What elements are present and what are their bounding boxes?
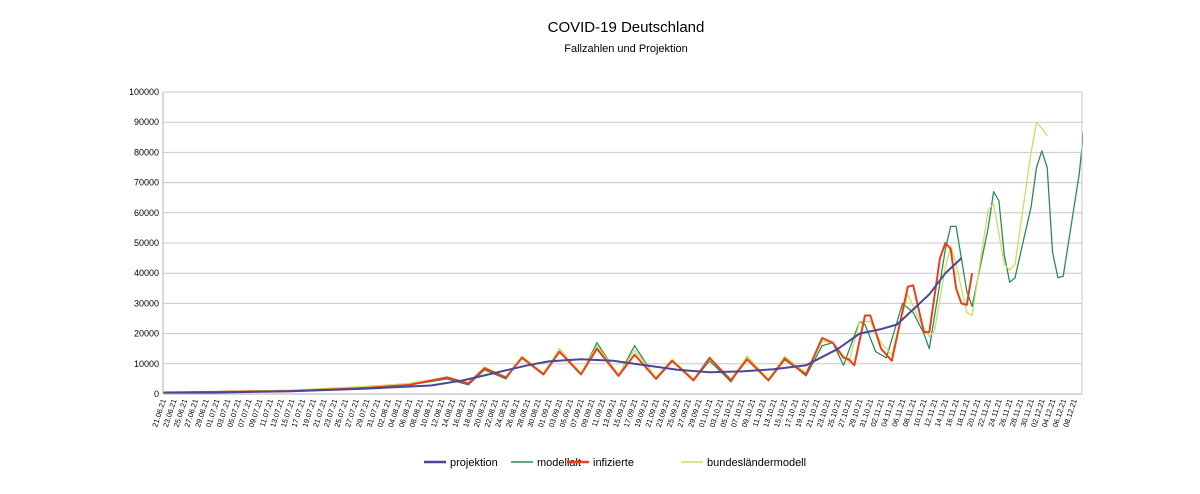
x-axis-tick-labels: 21.06.2123.06.2125.06.2127.06.2129.06.21… [150,398,1079,429]
legend-label: projektion [450,457,498,469]
series-line-3 [163,121,1048,394]
y-tick-label: 40000 [134,268,159,278]
series-line-2 [163,242,974,394]
y-tick-label: 80000 [134,147,159,157]
series-lines [163,121,1083,394]
y-tick-label: 90000 [134,117,159,127]
series-line-0 [163,257,963,394]
gridlines [163,91,1082,395]
y-tick-label: 30000 [134,298,159,308]
y-tick-label: 0 [154,389,159,399]
y-tick-label: 20000 [134,329,159,339]
y-tick-label: 50000 [134,238,159,248]
legend-label: infizierte [593,457,634,469]
y-tick-label: 10000 [134,359,159,369]
y-tick-label: 100000 [129,87,159,97]
y-tick-label: 70000 [134,178,159,188]
series-line-1 [163,130,1083,394]
axes [162,92,1083,395]
chart-subtitle: Fallzahlen und Projektion [564,43,688,55]
legend-label: modellalt [537,457,581,469]
legend-label: bundesländermodell [707,457,806,469]
y-axis-tick-labels: 0 10000 20000 30000 40000 50000 60000 70000 8000… [129,87,159,399]
legend: projektion modellalt infizierte bundeslände… [424,457,806,469]
y-tick-label: 60000 [134,208,159,218]
chart-title: COVID-19 Deutschland [548,19,705,36]
